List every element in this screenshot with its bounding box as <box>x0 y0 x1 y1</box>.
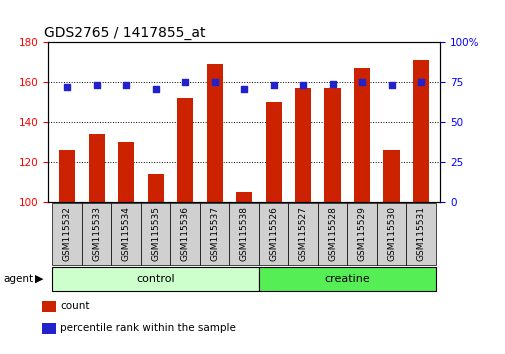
Bar <box>59 150 75 202</box>
Bar <box>206 64 222 202</box>
FancyBboxPatch shape <box>53 267 259 291</box>
Point <box>210 79 218 84</box>
Point <box>358 79 366 85</box>
Bar <box>324 88 340 202</box>
Bar <box>265 102 281 202</box>
Text: GSM115529: GSM115529 <box>357 206 366 261</box>
FancyBboxPatch shape <box>199 203 229 265</box>
Bar <box>118 142 134 202</box>
FancyBboxPatch shape <box>317 203 346 265</box>
Text: GSM115531: GSM115531 <box>416 206 425 261</box>
Text: GSM115534: GSM115534 <box>122 206 130 261</box>
Bar <box>42 323 56 334</box>
Bar <box>88 134 105 202</box>
FancyBboxPatch shape <box>229 203 259 265</box>
FancyBboxPatch shape <box>53 203 82 265</box>
Point <box>240 86 248 91</box>
Point <box>152 86 160 91</box>
Text: GSM115530: GSM115530 <box>386 206 395 261</box>
Point <box>269 82 277 88</box>
FancyBboxPatch shape <box>346 203 376 265</box>
Text: creatine: creatine <box>324 274 370 284</box>
Text: GSM115535: GSM115535 <box>151 206 160 261</box>
Point <box>122 82 130 88</box>
Text: GSM115537: GSM115537 <box>210 206 219 261</box>
Point <box>63 84 71 90</box>
Text: count: count <box>60 301 89 312</box>
Point <box>181 79 189 85</box>
FancyBboxPatch shape <box>111 203 141 265</box>
FancyBboxPatch shape <box>141 203 170 265</box>
Text: GDS2765 / 1417855_at: GDS2765 / 1417855_at <box>44 26 205 40</box>
FancyBboxPatch shape <box>376 203 406 265</box>
Point <box>416 79 424 85</box>
Bar <box>383 150 399 202</box>
Text: ▶: ▶ <box>35 274 44 284</box>
Text: GSM115526: GSM115526 <box>269 206 278 261</box>
FancyBboxPatch shape <box>259 267 435 291</box>
Text: GSM115528: GSM115528 <box>327 206 336 261</box>
Text: GSM115527: GSM115527 <box>298 206 307 261</box>
FancyBboxPatch shape <box>82 203 111 265</box>
Point <box>328 81 336 87</box>
Bar <box>177 98 193 202</box>
Bar <box>42 301 56 312</box>
Text: control: control <box>136 274 175 284</box>
Point <box>298 82 307 87</box>
FancyBboxPatch shape <box>170 203 199 265</box>
Text: agent: agent <box>4 274 34 284</box>
Bar <box>354 68 370 202</box>
Bar <box>147 174 164 202</box>
Bar <box>412 61 428 202</box>
Point <box>387 82 395 88</box>
Point <box>92 82 100 88</box>
Text: percentile rank within the sample: percentile rank within the sample <box>60 324 235 333</box>
Bar <box>235 192 252 202</box>
Text: GSM115536: GSM115536 <box>180 206 189 261</box>
Bar <box>294 88 311 202</box>
FancyBboxPatch shape <box>288 203 317 265</box>
FancyBboxPatch shape <box>406 203 435 265</box>
Text: GSM115532: GSM115532 <box>63 206 72 261</box>
Text: GSM115533: GSM115533 <box>92 206 101 261</box>
Text: GSM115538: GSM115538 <box>239 206 248 261</box>
FancyBboxPatch shape <box>259 203 288 265</box>
